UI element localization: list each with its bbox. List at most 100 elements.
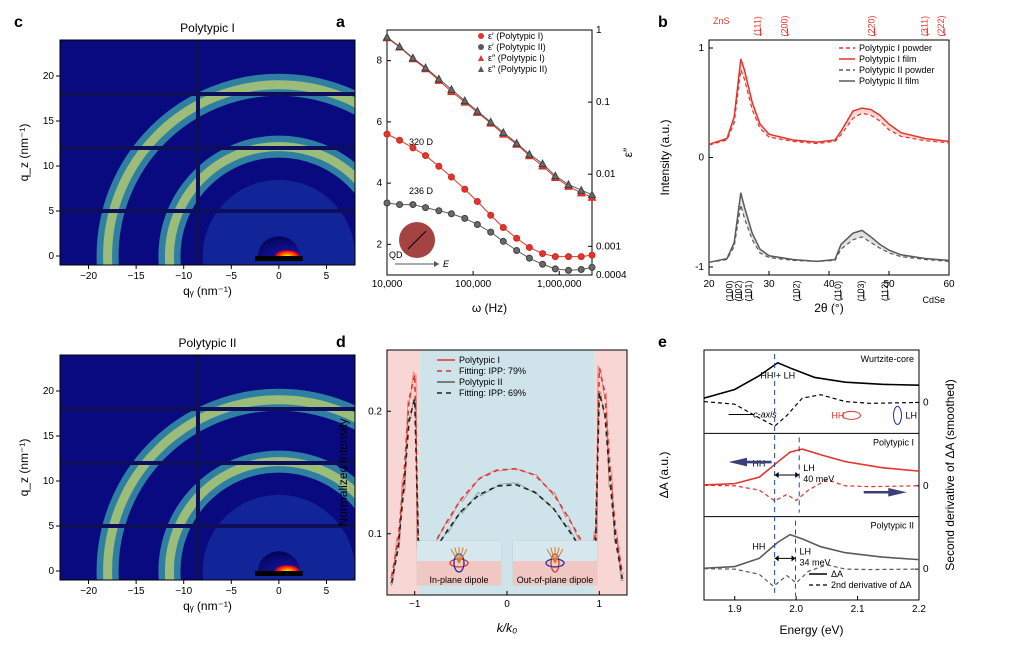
- svg-text:Polytypic I film: Polytypic I film: [859, 54, 917, 64]
- svg-text:0: 0: [923, 481, 929, 492]
- panel-a-svg: 24680.00040.0010.010.1110,000100,0001,00…: [332, 10, 642, 320]
- panel-b: b 203040506010-12θ (°)Intensity (a.u.)Zn…: [654, 10, 1014, 320]
- svg-text:(311): (311): [919, 16, 929, 36]
- svg-text:Normalized intensity: Normalized intensity: [336, 418, 350, 526]
- svg-text:ΔA: ΔA: [831, 569, 843, 579]
- svg-text:15: 15: [43, 431, 55, 442]
- svg-text:Polytypic II powder: Polytypic II powder: [859, 65, 935, 75]
- svg-text:(102): (102): [792, 280, 802, 301]
- svg-text:−15: −15: [128, 271, 145, 282]
- svg-text:5: 5: [48, 206, 54, 217]
- svg-text:ε″ (Polytypic II): ε″ (Polytypic II): [488, 64, 547, 74]
- svg-text:ε″: ε″: [621, 147, 635, 157]
- svg-text:−10: −10: [175, 586, 192, 597]
- svg-text:(111): (111): [753, 16, 763, 36]
- svg-text:15: 15: [43, 116, 55, 127]
- svg-text:10: 10: [43, 476, 55, 487]
- svg-text:Energy (eV): Energy (eV): [779, 623, 843, 637]
- svg-text:In-plane dipole: In-plane dipole: [429, 575, 488, 585]
- svg-text:0: 0: [276, 586, 282, 597]
- svg-text:0: 0: [48, 251, 54, 262]
- svg-text:−5: −5: [226, 586, 238, 597]
- svg-text:Polytypic II: Polytypic II: [178, 336, 236, 350]
- svg-text:(200): (200): [780, 15, 790, 36]
- svg-text:−20: −20: [80, 586, 97, 597]
- svg-text:0.1: 0.1: [596, 97, 610, 108]
- svg-text:(220): (220): [867, 15, 877, 36]
- svg-text:Polytypic I: Polytypic I: [873, 437, 914, 447]
- svg-text:q_z (nm⁻¹): q_z (nm⁻¹): [17, 124, 31, 182]
- panel-d-svg: −1010.10.2k/k₀Normalized intensityPolyty…: [332, 330, 642, 640]
- svg-text:Intensity (a.u.): Intensity (a.u.): [658, 119, 672, 195]
- svg-text:320 D: 320 D: [409, 137, 434, 147]
- svg-text:Polytypic I: Polytypic I: [459, 355, 500, 365]
- svg-text:2nd derivative of ΔA: 2nd derivative of ΔA: [831, 580, 912, 590]
- svg-text:QD: QD: [389, 250, 403, 260]
- svg-text:2.1: 2.1: [851, 604, 865, 615]
- panel-c-svg: −20 −15 −10 −5 0 5 0 5 10 15 20 qᵧ (nm⁻¹) q_z (nm⁻¹)…: [10, 10, 370, 640]
- panel-b-label: b: [658, 14, 668, 32]
- svg-text:qᵧ (nm⁻¹): qᵧ (nm⁻¹): [183, 284, 232, 298]
- svg-text:LH: LH: [803, 463, 815, 473]
- svg-text:5: 5: [324, 271, 330, 282]
- svg-text:60: 60: [943, 279, 955, 290]
- svg-text:HH: HH: [752, 458, 765, 468]
- svg-text:100,000: 100,000: [455, 279, 492, 290]
- svg-text:2θ (°): 2θ (°): [814, 301, 843, 315]
- svg-text:1: 1: [597, 599, 603, 610]
- svg-text:0: 0: [48, 566, 54, 577]
- svg-text:5: 5: [324, 586, 330, 597]
- svg-text:40 meV: 40 meV: [803, 474, 834, 484]
- panel-c: c −20−15−10−50505101520qᵧ (nm⁻¹)q_z (nm⁻…: [10, 10, 320, 640]
- svg-text:ΔA (a.u.): ΔA (a.u.): [657, 452, 671, 499]
- svg-text:10,000: 10,000: [372, 279, 403, 290]
- svg-text:Polytypic II film: Polytypic II film: [859, 76, 919, 86]
- panel-d-label: d: [336, 334, 346, 352]
- svg-text:−5: −5: [226, 271, 238, 282]
- svg-text:0.001: 0.001: [596, 241, 621, 252]
- svg-text:Polytypic I: Polytypic I: [180, 21, 235, 35]
- figure-grid: a 24680.00040.0010.010.1110,000100,0001,…: [10, 10, 1014, 640]
- svg-text:ε″ (Polytypic I): ε″ (Polytypic I): [488, 53, 545, 63]
- svg-text:2: 2: [376, 239, 382, 250]
- svg-text:q_z (nm⁻¹): q_z (nm⁻¹): [17, 439, 31, 497]
- svg-text:ε′ (Polytypic I): ε′ (Polytypic I): [488, 31, 543, 41]
- svg-text:CdSe: CdSe: [922, 295, 945, 305]
- svg-text:Fitting: IPP: 69%: Fitting: IPP: 69%: [459, 388, 526, 398]
- svg-text:c-axis: c-axis: [753, 410, 777, 420]
- svg-text:ZnS: ZnS: [713, 16, 730, 26]
- svg-text:0: 0: [923, 397, 929, 408]
- svg-text:34 meV: 34 meV: [800, 557, 831, 567]
- svg-text:1.9: 1.9: [728, 604, 742, 615]
- svg-text:5: 5: [48, 521, 54, 532]
- svg-text:LH: LH: [800, 546, 812, 556]
- svg-text:1: 1: [596, 25, 602, 36]
- svg-text:ω (Hz): ω (Hz): [472, 301, 507, 315]
- svg-text:(101): (101): [744, 280, 754, 301]
- panel-a: a 24680.00040.0010.010.1110,000100,0001,…: [332, 10, 642, 320]
- svg-text:0.1: 0.1: [368, 529, 382, 540]
- svg-text:LH: LH: [906, 410, 918, 420]
- svg-text:−15: −15: [128, 586, 145, 597]
- svg-text:0.01: 0.01: [596, 169, 616, 180]
- svg-text:20: 20: [43, 386, 55, 397]
- svg-text:8: 8: [376, 56, 382, 67]
- svg-text:(112): (112): [880, 281, 890, 301]
- svg-text:Polytypic II: Polytypic II: [870, 521, 914, 531]
- svg-text:2.2: 2.2: [912, 604, 926, 615]
- svg-text:-1: -1: [695, 262, 704, 273]
- svg-text:qᵧ (nm⁻¹): qᵧ (nm⁻¹): [183, 599, 232, 613]
- svg-text:Fitting: IPP: 79%: Fitting: IPP: 79%: [459, 366, 526, 376]
- panel-e: e 1.92.02.12.2Energy (eV)ΔA (a.u.)Second…: [654, 330, 1014, 640]
- svg-text:6: 6: [376, 117, 382, 128]
- svg-text:30: 30: [763, 279, 775, 290]
- svg-text:E: E: [443, 259, 450, 269]
- panel-d: d −1010.10.2k/k₀Normalized intensityPoly…: [332, 330, 642, 640]
- svg-text:(222): (222): [936, 15, 946, 36]
- svg-text:0: 0: [923, 564, 929, 575]
- svg-text:Out-of-plane dipole: Out-of-plane dipole: [517, 575, 594, 585]
- svg-text:(103): (103): [856, 280, 866, 301]
- panel-e-svg: 1.92.02.12.2Energy (eV)ΔA (a.u.)Second d…: [654, 330, 964, 640]
- svg-text:Second derivative of ΔA (smoot: Second derivative of ΔA (smoothed): [943, 379, 957, 570]
- svg-text:Wurtzite-core: Wurtzite-core: [861, 354, 914, 364]
